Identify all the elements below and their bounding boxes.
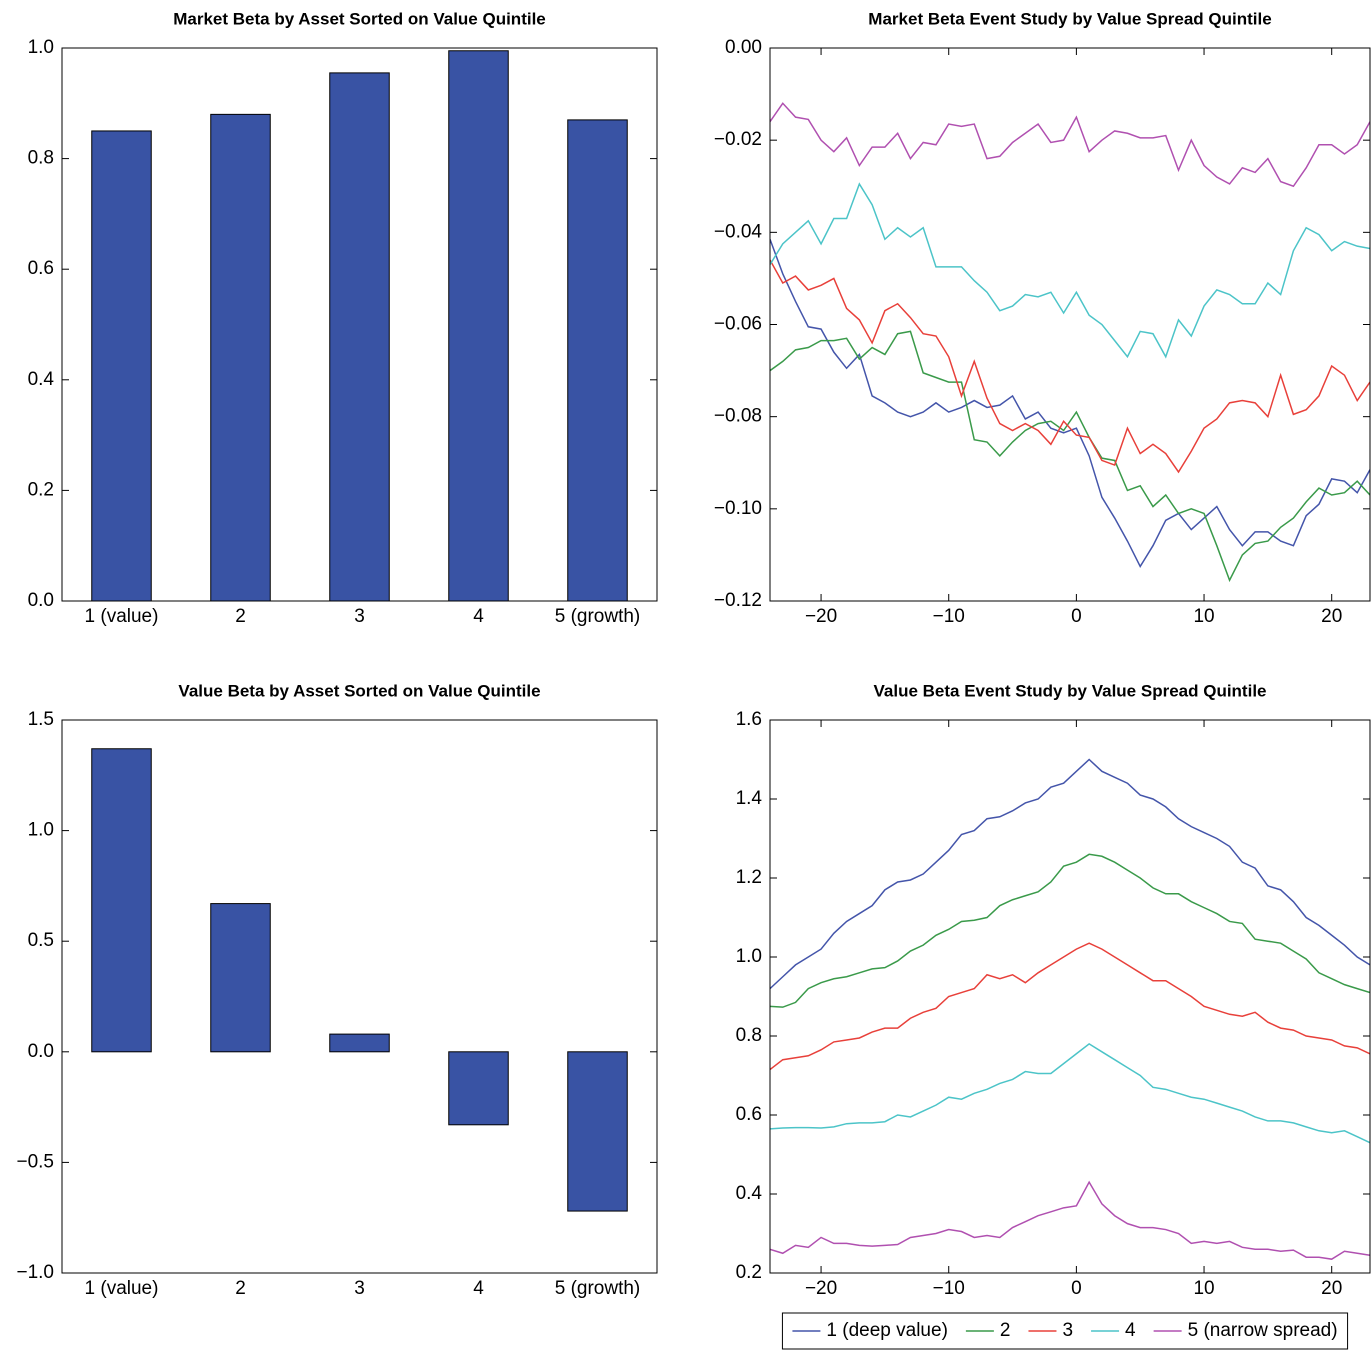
plot-frame [61, 47, 658, 602]
bar [567, 1051, 628, 1212]
y-tick-label: −1.0 [16, 1262, 54, 1283]
x-tick-label: 4 [473, 606, 484, 627]
series-line [770, 182, 1370, 359]
x-tick-label: 2 [235, 1278, 246, 1299]
legend-label: 4 [1125, 1320, 1136, 1341]
y-tick-label: 0.0 [28, 590, 54, 611]
x-tick-label: 20 [1321, 1278, 1342, 1299]
bar [329, 1033, 390, 1053]
y-tick-label: 0.00 [725, 37, 762, 58]
y-tick-label: −0.06 [714, 314, 762, 335]
bar [448, 50, 509, 602]
bar [91, 130, 152, 602]
bar [91, 748, 152, 1053]
chart-title: Market Beta by Asset Sorted on Value Qui… [173, 9, 546, 28]
y-tick-label: −0.08 [714, 406, 762, 427]
series-line [770, 330, 1370, 583]
y-tick-label: 1.0 [28, 37, 54, 58]
series-line [770, 259, 1370, 474]
y-tick-label: 0.0 [28, 1041, 54, 1062]
x-tick-label: −10 [933, 606, 965, 627]
x-tick-label: 0 [1071, 1278, 1082, 1299]
series-line [770, 853, 1370, 1008]
x-tick-label: −20 [805, 606, 837, 627]
series-line [770, 102, 1370, 188]
series-line [770, 758, 1370, 990]
y-tick-label: 1.6 [736, 709, 762, 730]
y-tick-label: −0.5 [16, 1151, 54, 1172]
y-tick-label: 1.0 [736, 946, 762, 967]
y-tick-label: 1.5 [28, 709, 54, 730]
y-tick-label: −0.04 [714, 221, 763, 242]
x-tick-label: −10 [933, 1278, 965, 1299]
y-tick-label: 0.2 [28, 479, 54, 500]
subplot: Market Beta by Asset Sorted on Value Qui… [28, 9, 658, 627]
x-tick-label: 2 [235, 606, 246, 627]
y-tick-label: 0.6 [28, 258, 54, 279]
bar [329, 72, 390, 602]
x-tick-label: 3 [354, 1278, 365, 1299]
subplot: Value Beta by Asset Sorted on Value Quin… [16, 681, 658, 1299]
x-tick-label: 20 [1321, 606, 1342, 627]
bar [448, 1051, 509, 1126]
legend-label: 1 (deep value) [826, 1320, 947, 1341]
y-tick-label: 0.4 [736, 1183, 763, 1204]
x-tick-label: 0 [1071, 606, 1082, 627]
y-tick-label: −0.10 [714, 498, 762, 519]
bar [210, 903, 271, 1053]
x-tick-label: 4 [473, 1278, 484, 1299]
y-tick-label: −0.02 [714, 129, 762, 150]
x-tick-label: 5 (growth) [555, 1278, 641, 1299]
legend-label: 3 [1062, 1320, 1073, 1341]
bar [210, 113, 271, 602]
x-tick-label: 1 (value) [85, 1278, 159, 1299]
y-tick-label: 1.4 [736, 788, 763, 809]
subplot: Value Beta Event Study by Value Spread Q… [736, 681, 1371, 1350]
y-tick-label: 0.8 [736, 1025, 762, 1046]
y-tick-label: 1.2 [736, 867, 762, 888]
y-tick-label: −0.12 [714, 590, 762, 611]
x-tick-label: −20 [805, 1278, 837, 1299]
series-line [770, 942, 1370, 1071]
y-tick-label: 1.0 [28, 820, 54, 841]
y-tick-label: 0.5 [28, 930, 54, 951]
plot-frame [769, 719, 1371, 1274]
legend-box [781, 1312, 1349, 1350]
x-tick-label: 10 [1193, 1278, 1214, 1299]
bar [567, 119, 628, 602]
plot-frame [769, 47, 1371, 602]
series-line [770, 1042, 1370, 1144]
chart-title: Value Beta Event Study by Value Spread Q… [873, 681, 1266, 700]
legend-label: 2 [1000, 1320, 1011, 1341]
subplot: Market Beta Event Study by Value Spread … [714, 9, 1371, 627]
x-tick-label: 10 [1193, 606, 1214, 627]
plot-frame [61, 719, 658, 1274]
x-tick-label: 3 [354, 606, 365, 627]
legend: 1 (deep value) 2 3 4 5 (narrow spread) [781, 1312, 1349, 1350]
legend-label: 5 (narrow spread) [1188, 1320, 1338, 1341]
chart-title: Market Beta Event Study by Value Spread … [868, 9, 1271, 28]
x-tick-label: 5 (growth) [555, 606, 641, 627]
y-tick-label: 0.2 [736, 1262, 762, 1283]
series-line [770, 238, 1370, 568]
y-tick-label: 0.4 [28, 369, 55, 390]
series-line [770, 1180, 1370, 1260]
y-tick-label: 0.6 [736, 1104, 762, 1125]
y-tick-label: 0.8 [28, 148, 54, 169]
chart-title: Value Beta by Asset Sorted on Value Quin… [178, 681, 540, 700]
x-tick-label: 1 (value) [85, 606, 159, 627]
